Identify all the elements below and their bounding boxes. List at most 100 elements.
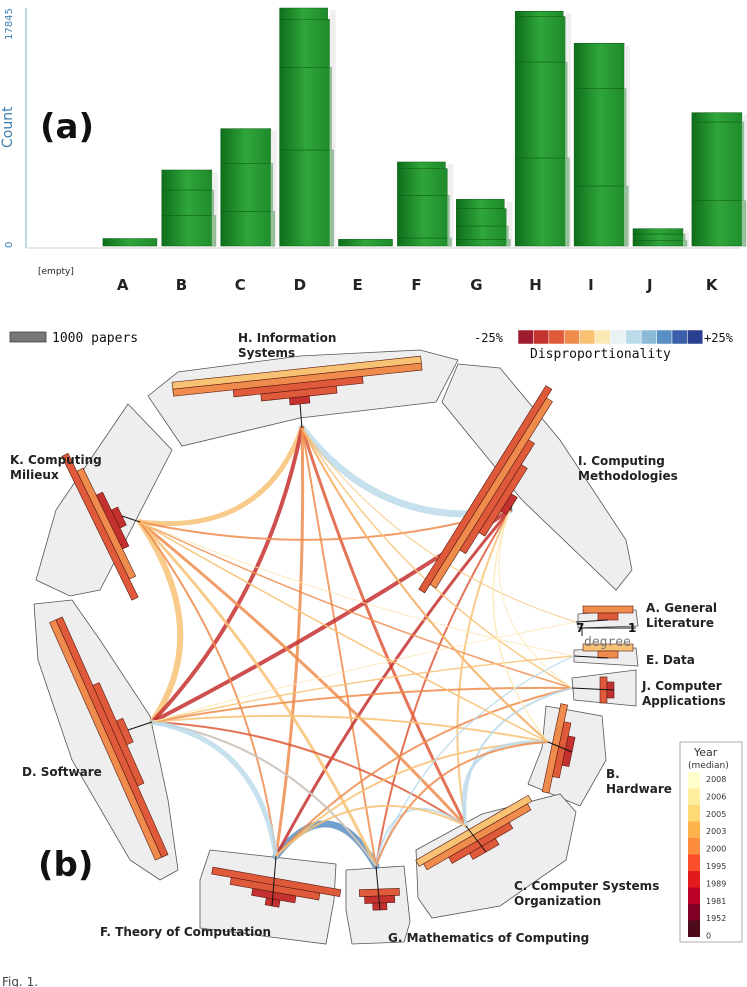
bar-J-segment-2	[632, 228, 684, 235]
chord-I-G	[375, 509, 511, 867]
bar-F-segment-2	[397, 168, 448, 196]
x-tick-K: K	[706, 276, 719, 294]
bar-D-segment-2	[279, 19, 330, 68]
disp-swatch-8	[640, 329, 657, 345]
year-swatch-1	[688, 788, 700, 805]
caption-fragment: Fig. 1.	[2, 975, 38, 987]
x-tick-H: H	[529, 276, 542, 294]
bar-C-segment-2	[220, 128, 271, 164]
chord-I-B	[492, 509, 549, 743]
bar-I-segment-2	[573, 43, 625, 89]
bar-D-shadow	[329, 10, 336, 246]
bar-B-segment-2	[161, 169, 213, 191]
category-label-D: D. Software	[22, 765, 102, 779]
bar-I-shadow	[624, 45, 631, 246]
chord-K-D	[137, 519, 184, 725]
bar-D-segment-1	[279, 67, 332, 151]
chord-J-K	[139, 521, 573, 689]
bar-F-shadow	[447, 163, 454, 246]
disp-max-label: +25%	[704, 331, 734, 345]
chord-J-F	[275, 687, 573, 857]
disp-swatch-1	[533, 329, 550, 345]
bar-B-segment-0	[161, 215, 217, 247]
histogram-D-stalk	[127, 721, 153, 731]
year-tick-2003: 2003	[706, 827, 726, 836]
bar-E-segment-0	[338, 239, 393, 247]
x-tick-D: D	[294, 276, 306, 294]
bar-H-segment-2	[514, 16, 566, 63]
chord-K-G	[138, 520, 378, 868]
category-labels: H. Information Systems I. Computing Methodo…	[10, 331, 726, 945]
year-swatch-7	[688, 887, 700, 904]
bar-H-segment-3	[514, 11, 564, 17]
histogram-E-bar-1	[597, 650, 619, 659]
bar-B-shadow	[211, 171, 218, 246]
y-tick-max: 17845	[4, 8, 15, 40]
disp-swatch-10	[671, 329, 688, 345]
year-tick-2008: 2008	[706, 775, 726, 784]
disp-swatch-6	[610, 329, 627, 345]
chord-I-J	[498, 509, 573, 689]
chord-D-F	[149, 719, 279, 859]
category-label-H: H. Information Systems	[238, 331, 336, 360]
disp-swatch-2	[548, 329, 565, 345]
scale-label: 1000 papers	[52, 331, 138, 346]
y-tick-min: 0	[4, 242, 15, 248]
bar-C-segment-0	[220, 211, 275, 247]
chord-B-C	[461, 740, 550, 828]
disp-min-label: -25%	[474, 331, 504, 345]
year-swatch-9	[688, 920, 700, 937]
bars	[102, 7, 747, 247]
histogram-B	[541, 703, 576, 794]
degree-left: 7	[576, 621, 584, 635]
bar-D-segment-0	[279, 149, 334, 247]
bar-H-shadow	[565, 13, 572, 247]
histogram-H-stalk	[299, 403, 303, 429]
chord-C-G	[375, 807, 467, 867]
year-swatch-4	[688, 838, 700, 855]
chord-H-D	[150, 426, 304, 724]
year-swatch-2	[688, 805, 700, 822]
disproportionality-legend: -25% +25% Disproportionality	[474, 329, 734, 362]
category-label-C: C. Computer Systems Organization	[514, 879, 659, 908]
x-tick-A: A	[117, 276, 129, 294]
x-tick-J: J	[646, 276, 653, 294]
category-label-K: K. Computing Milieux	[10, 453, 102, 482]
bar-H-segment-1	[514, 61, 568, 159]
bar-G-segment-0	[456, 239, 511, 247]
histogram-J-stalk	[571, 687, 615, 691]
chord-E-G	[375, 655, 575, 867]
year-swatch-6	[688, 871, 700, 888]
histogram-A-bar-0	[582, 605, 634, 614]
disp-swatch-5	[594, 329, 611, 345]
chord-A-D	[151, 621, 577, 723]
year-swatch-8	[688, 904, 700, 921]
histogram-B-stalk	[547, 741, 573, 753]
bar-G-segment-1	[456, 225, 509, 240]
year-tick-2005: 2005	[706, 810, 726, 819]
histogram-G	[358, 888, 400, 911]
histogram-E-stalk	[573, 655, 609, 659]
bar-G-shadow	[506, 201, 513, 246]
year-tick-2000: 2000	[706, 845, 726, 854]
bar-K-segment-2	[691, 112, 743, 123]
chord-D-G	[151, 721, 377, 867]
bar-J-segment-0	[632, 240, 688, 247]
x-tick-B: B	[176, 276, 187, 294]
scale-bar	[9, 331, 47, 343]
bar-G-segment-3	[456, 199, 505, 209]
bar-K-segment-1	[691, 121, 745, 201]
category-sectors	[33, 349, 639, 945]
histogram-G-stalk	[375, 865, 381, 911]
disp-swatch-9	[656, 329, 673, 345]
chords	[137, 424, 577, 870]
degree-title: degree	[584, 635, 631, 650]
year-tick-2006: 2006	[706, 792, 726, 801]
panel-b-label: (b)	[38, 845, 93, 885]
chord-A-H	[301, 427, 577, 623]
histogram-A-stalk	[575, 619, 609, 623]
category-label-I: I. Computing Methodologies	[578, 454, 678, 483]
bar-D-segment-3	[279, 7, 328, 20]
chord-D-B	[151, 714, 549, 743]
